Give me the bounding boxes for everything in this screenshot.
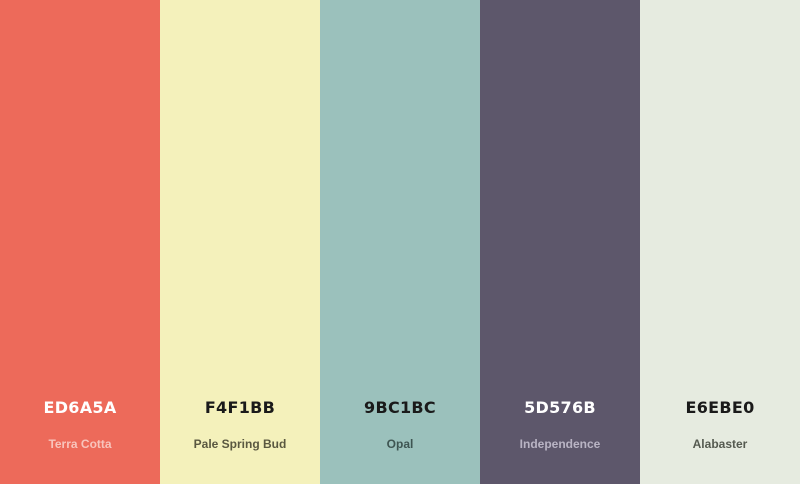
swatch-pale-spring-bud[interactable]: F4F1BB Pale Spring Bud — [160, 0, 320, 484]
color-name: Independence — [519, 437, 601, 451]
hex-code[interactable]: 9BC1BC — [364, 398, 436, 417]
color-name: Opal — [386, 437, 414, 451]
hex-code[interactable]: ED6A5A — [43, 398, 117, 417]
color-name: Alabaster — [692, 437, 748, 451]
hex-code[interactable]: F4F1BB — [204, 398, 276, 417]
color-name: Pale Spring Bud — [193, 437, 287, 451]
hex-code[interactable]: 5D576B — [524, 398, 596, 417]
swatch-opal[interactable]: 9BC1BC Opal — [320, 0, 480, 484]
swatch-alabaster[interactable]: E6EBE0 Alabaster — [640, 0, 800, 484]
swatch-terra-cotta[interactable]: ED6A5A Terra Cotta — [0, 0, 160, 484]
hex-code[interactable]: E6EBE0 — [685, 398, 755, 417]
color-name: Terra Cotta — [48, 437, 112, 451]
swatch-independence[interactable]: 5D576B Independence — [480, 0, 640, 484]
